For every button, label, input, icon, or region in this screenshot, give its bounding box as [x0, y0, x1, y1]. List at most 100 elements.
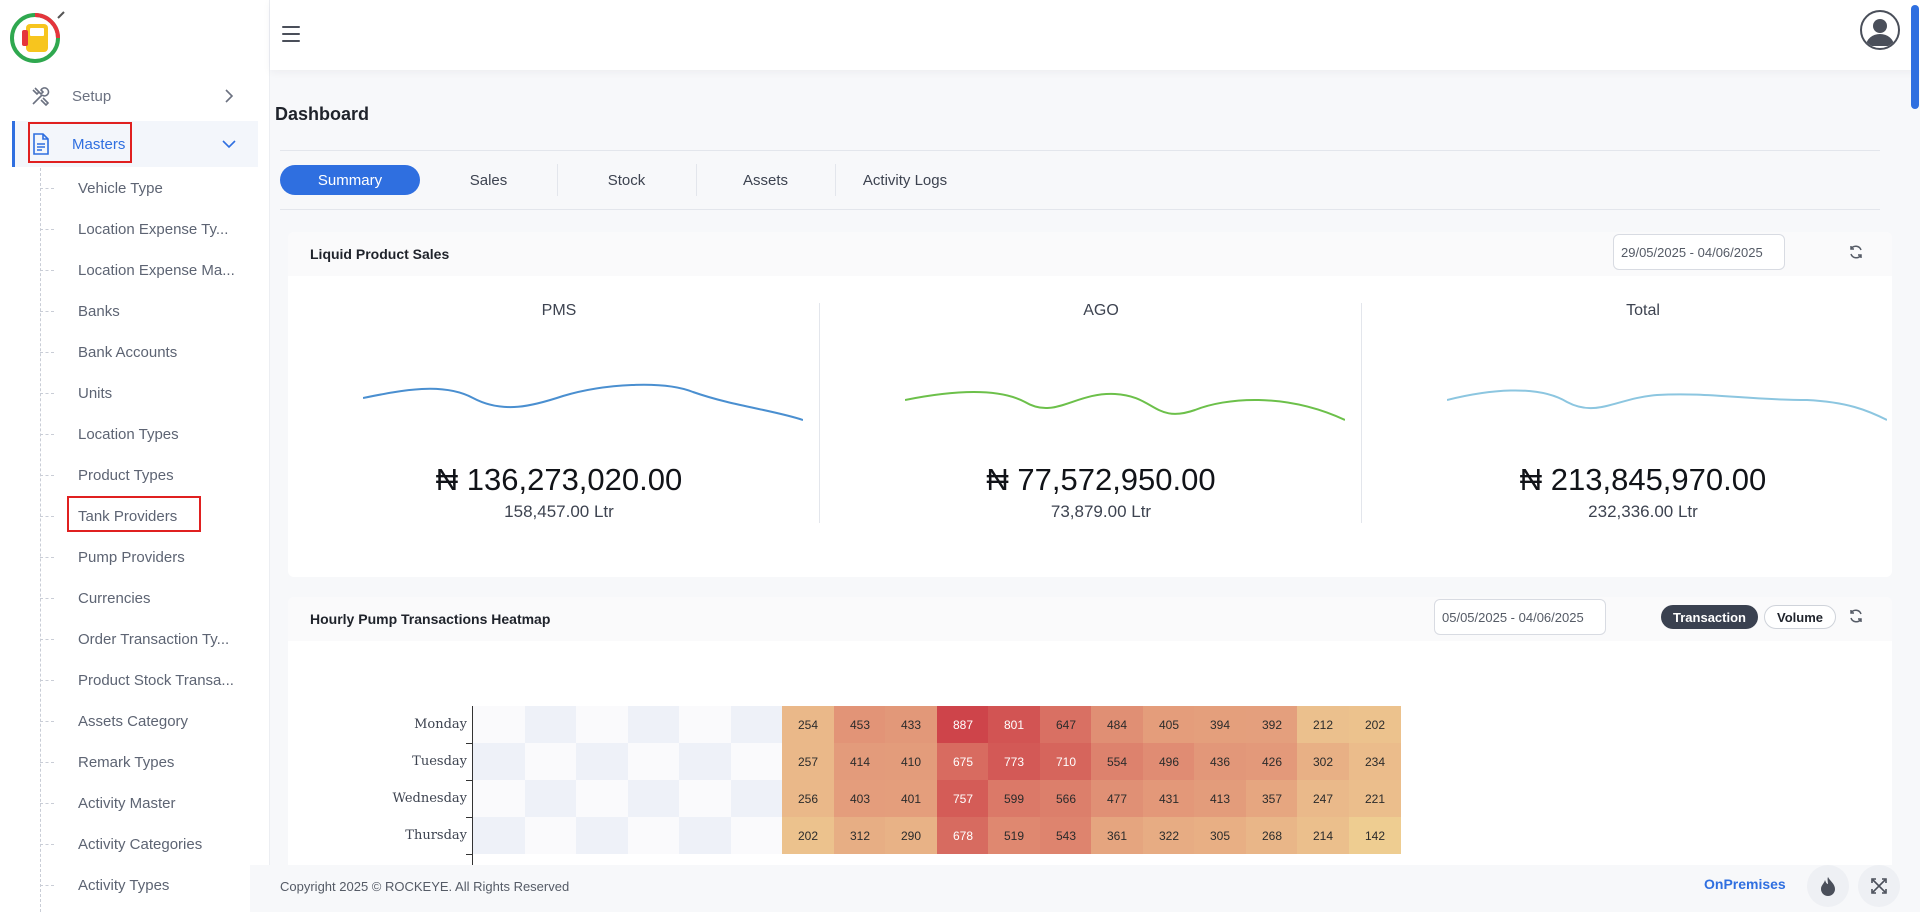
heatmap-cell[interactable]: 433: [885, 706, 937, 743]
heatmap-cell[interactable]: 566: [1040, 780, 1092, 817]
tab-stock[interactable]: Stock: [607, 171, 646, 189]
heatmap-empty-cell[interactable]: [679, 743, 731, 780]
tab-sales[interactable]: Sales: [469, 171, 508, 189]
heatmap-empty-cell[interactable]: [628, 706, 680, 743]
heatmap-empty-cell[interactable]: [679, 780, 731, 817]
sidebar-subitem-currencies[interactable]: Currencies: [78, 590, 151, 607]
user-avatar[interactable]: [1860, 10, 1900, 50]
heatmap-cell[interactable]: 801: [988, 706, 1040, 743]
heatmap-cell[interactable]: 221: [1349, 780, 1401, 817]
heatmap-cell[interactable]: 647: [1040, 706, 1092, 743]
heatmap-cell[interactable]: 361: [1091, 817, 1143, 854]
heatmap-cell[interactable]: 599: [988, 780, 1040, 817]
date-range-input[interactable]: 05/05/2025 - 04/06/2025: [1434, 599, 1606, 635]
sidebar-subitem-pump-providers[interactable]: Pump Providers: [78, 549, 185, 566]
heatmap-cell[interactable]: 254: [782, 706, 834, 743]
heatmap-empty-cell[interactable]: [473, 780, 525, 817]
heatmap-cell[interactable]: 773: [988, 743, 1040, 780]
heatmap-cell[interactable]: 234: [1349, 743, 1401, 780]
heatmap-empty-cell[interactable]: [576, 780, 628, 817]
heatmap-empty-cell[interactable]: [731, 817, 783, 854]
heatmap-cell[interactable]: 710: [1040, 743, 1092, 780]
sidebar-item-masters[interactable]: Masters: [12, 121, 258, 167]
heatmap-cell[interactable]: 202: [1349, 706, 1401, 743]
heatmap-cell[interactable]: 477: [1091, 780, 1143, 817]
tab-summary[interactable]: Summary: [280, 165, 420, 195]
heatmap-empty-cell[interactable]: [628, 743, 680, 780]
heatmap-cell[interactable]: 554: [1091, 743, 1143, 780]
heatmap-cell[interactable]: 675: [937, 743, 989, 780]
heatmap-cell[interactable]: 357: [1246, 780, 1298, 817]
heatmap-empty-cell[interactable]: [731, 780, 783, 817]
heatmap-cell[interactable]: 678: [937, 817, 989, 854]
fire-icon[interactable]: [1807, 865, 1849, 907]
heatmap-cell[interactable]: 405: [1143, 706, 1195, 743]
menu-toggle-icon[interactable]: [278, 22, 304, 46]
heatmap-empty-cell[interactable]: [525, 743, 577, 780]
sidebar-subitem-product-stock-transa[interactable]: Product Stock Transa...: [78, 672, 234, 689]
refresh-icon[interactable]: [1845, 241, 1867, 263]
heatmap-cell[interactable]: 484: [1091, 706, 1143, 743]
tab-activity-logs[interactable]: Activity Logs: [862, 171, 948, 189]
heatmap-empty-cell[interactable]: [473, 743, 525, 780]
heatmap-cell[interactable]: 887: [937, 706, 989, 743]
sidebar-subitem-location-types[interactable]: Location Types: [78, 426, 179, 443]
heatmap-cell[interactable]: 394: [1194, 706, 1246, 743]
heatmap-cell[interactable]: 414: [834, 743, 886, 780]
heatmap-cell[interactable]: 413: [1194, 780, 1246, 817]
sidebar-subitem-order-transaction-ty[interactable]: Order Transaction Ty...: [78, 631, 230, 648]
sidebar-subitem-vehicle-type[interactable]: Vehicle Type: [78, 180, 163, 197]
heatmap-cell[interactable]: 212: [1297, 706, 1349, 743]
sidebar-subitem-location-expense-ty[interactable]: Location Expense Ty...: [78, 221, 229, 238]
sidebar-subitem-units[interactable]: Units: [78, 385, 113, 402]
heatmap-cell[interactable]: 142: [1349, 817, 1401, 854]
heatmap-cell[interactable]: 392: [1246, 706, 1298, 743]
heatmap-empty-cell[interactable]: [628, 817, 680, 854]
heatmap-cell[interactable]: 410: [885, 743, 937, 780]
heatmap-empty-cell[interactable]: [679, 817, 731, 854]
sidebar-subitem-location-expense-ma[interactable]: Location Expense Ma...: [78, 262, 235, 279]
heatmap-cell[interactable]: 436: [1194, 743, 1246, 780]
sidebar-subitem-bank-accounts[interactable]: Bank Accounts: [78, 344, 178, 361]
heatmap-empty-cell[interactable]: [525, 817, 577, 854]
heatmap-cell[interactable]: 543: [1040, 817, 1092, 854]
heatmap-cell[interactable]: 247: [1297, 780, 1349, 817]
sidebar-subitem-tank-providers[interactable]: Tank Providers: [78, 508, 178, 525]
volume-toggle[interactable]: Volume: [1764, 605, 1836, 629]
heatmap-cell[interactable]: 302: [1297, 743, 1349, 780]
heatmap-empty-cell[interactable]: [576, 743, 628, 780]
sidebar-subitem-activity-categories[interactable]: Activity Categories: [78, 836, 203, 853]
heatmap-empty-cell[interactable]: [679, 706, 731, 743]
heatmap-cell[interactable]: 290: [885, 817, 937, 854]
sidebar-subitem-activity-types[interactable]: Activity Types: [78, 877, 170, 894]
heatmap-cell[interactable]: 312: [834, 817, 886, 854]
sidebar-subitem-remark-types[interactable]: Remark Types: [78, 754, 175, 771]
heatmap-cell[interactable]: 256: [782, 780, 834, 817]
fullscreen-icon[interactable]: [1858, 865, 1900, 907]
heatmap-cell[interactable]: 268: [1246, 817, 1298, 854]
app-logo[interactable]: [8, 8, 66, 64]
sidebar-item-setup[interactable]: Setup: [12, 73, 258, 119]
heatmap-empty-cell[interactable]: [576, 817, 628, 854]
sidebar-subitem-banks[interactable]: Banks: [78, 303, 120, 320]
heatmap-empty-cell[interactable]: [731, 743, 783, 780]
heatmap-cell[interactable]: 401: [885, 780, 937, 817]
heatmap-empty-cell[interactable]: [525, 780, 577, 817]
heatmap-cell[interactable]: 519: [988, 817, 1040, 854]
heatmap-cell[interactable]: 453: [834, 706, 886, 743]
deployment-label[interactable]: OnPremises: [1704, 876, 1786, 892]
heatmap-empty-cell[interactable]: [576, 706, 628, 743]
heatmap-cell[interactable]: 757: [937, 780, 989, 817]
heatmap-cell[interactable]: 496: [1143, 743, 1195, 780]
tab-assets[interactable]: Assets: [742, 171, 788, 189]
heatmap-cell[interactable]: 403: [834, 780, 886, 817]
heatmap-cell[interactable]: 431: [1143, 780, 1195, 817]
heatmap-cell[interactable]: 322: [1143, 817, 1195, 854]
heatmap-cell[interactable]: 305: [1194, 817, 1246, 854]
date-range-input[interactable]: 29/05/2025 - 04/06/2025: [1613, 234, 1785, 270]
transaction-toggle[interactable]: Transaction: [1661, 605, 1758, 629]
sidebar-subitem-activity-master[interactable]: Activity Master: [78, 795, 176, 812]
refresh-icon[interactable]: [1845, 605, 1867, 627]
heatmap-cell[interactable]: 426: [1246, 743, 1298, 780]
heatmap-empty-cell[interactable]: [473, 706, 525, 743]
